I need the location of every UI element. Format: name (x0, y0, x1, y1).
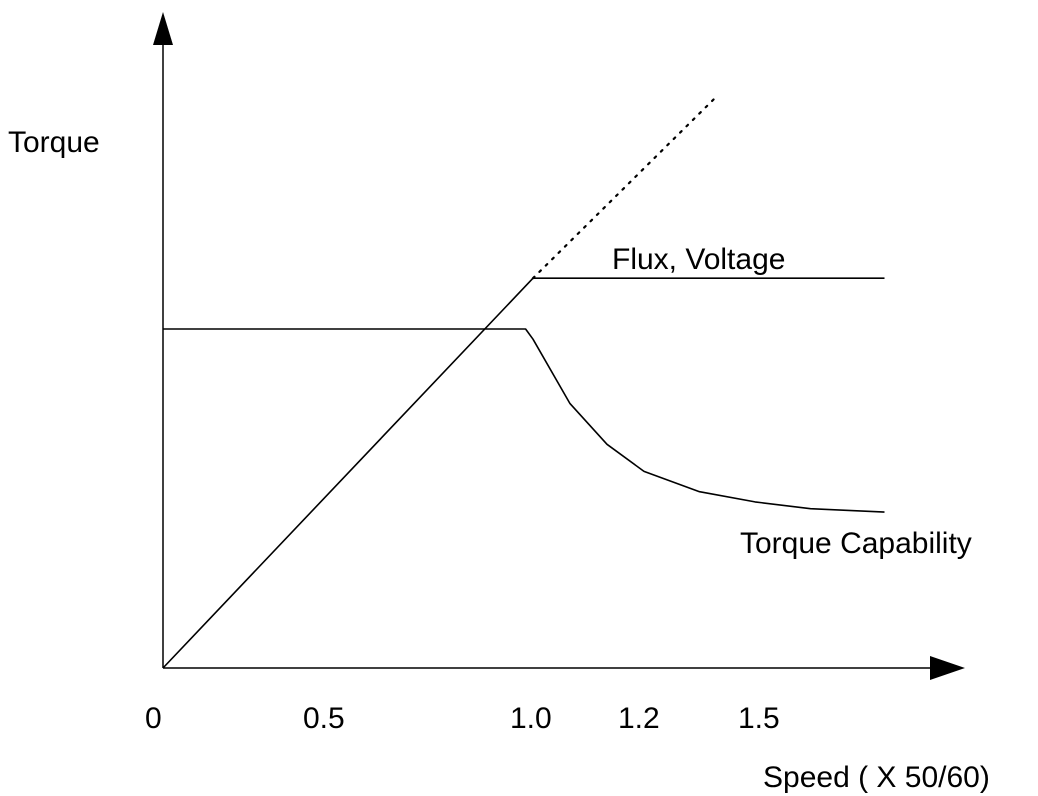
x-axis-label: Speed ( X 50/60) (763, 761, 990, 794)
y-axis-label: Torque (8, 126, 100, 159)
annotation-flux-voltage: Flux, Voltage (612, 243, 785, 276)
axes (153, 12, 965, 680)
x-tick-label: 0.5 (303, 702, 345, 735)
torque-capability-line (163, 328, 885, 513)
y-axis-arrowhead (153, 12, 173, 45)
x-tick-label: 1.2 (618, 702, 660, 735)
x-tick-label: 1.0 (510, 702, 552, 735)
annotation-torque-capability: Torque Capability (740, 527, 972, 560)
x-tick-label: 1.5 (738, 702, 780, 735)
flux-voltage-extension-line (531, 93, 720, 280)
x-tick-label: 0 (145, 702, 162, 735)
x-axis-arrowhead (930, 656, 965, 680)
flux-voltage-line (162, 277, 885, 669)
series-layer (162, 93, 885, 669)
x-tick-labels: 0 0.5 1.0 1.2 1.5 (145, 702, 780, 735)
